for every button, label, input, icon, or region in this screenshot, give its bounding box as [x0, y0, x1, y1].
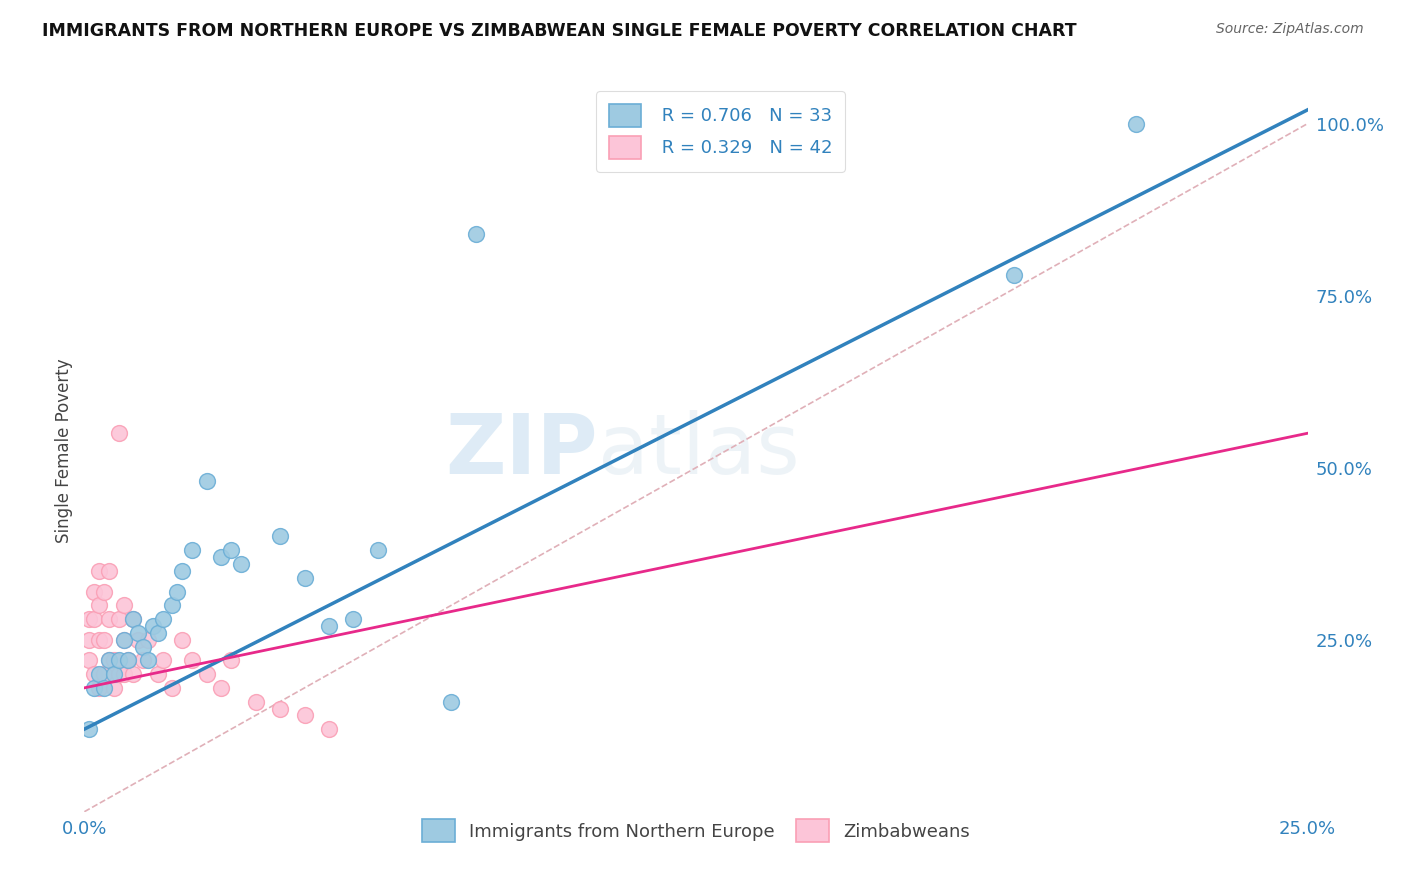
Point — [209, 550, 232, 565]
Point — [107, 667, 129, 681]
Point — [294, 708, 316, 723]
Point — [146, 667, 169, 681]
Point — [83, 612, 105, 626]
Point — [93, 667, 115, 681]
Point — [166, 584, 188, 599]
Point — [117, 653, 139, 667]
Point — [219, 543, 242, 558]
Text: IMMIGRANTS FROM NORTHERN EUROPE VS ZIMBABWEAN SINGLE FEMALE POVERTY CORRELATION : IMMIGRANTS FROM NORTHERN EUROPE VS ZIMBA… — [42, 22, 1077, 40]
Point — [103, 667, 125, 681]
Point — [318, 722, 340, 736]
Point — [1002, 268, 1025, 282]
Point — [77, 612, 100, 626]
Point — [127, 625, 149, 640]
Point — [103, 653, 125, 667]
Point — [87, 564, 110, 578]
Point — [93, 584, 115, 599]
Point — [93, 632, 115, 647]
Point — [146, 625, 169, 640]
Point — [152, 653, 174, 667]
Point — [464, 227, 486, 241]
Point — [195, 475, 218, 489]
Point — [77, 632, 100, 647]
Point — [162, 681, 184, 695]
Point — [107, 426, 129, 441]
Point — [195, 667, 218, 681]
Point — [103, 681, 125, 695]
Point — [87, 667, 110, 681]
Point — [142, 619, 165, 633]
Point — [77, 722, 100, 736]
Point — [97, 564, 120, 578]
Point — [367, 543, 389, 558]
Point — [127, 632, 149, 647]
Point — [97, 653, 120, 667]
Point — [172, 632, 194, 647]
Point — [97, 653, 120, 667]
Text: ZIP: ZIP — [446, 410, 598, 491]
Point — [318, 619, 340, 633]
Point — [83, 584, 105, 599]
Point — [132, 640, 155, 654]
Point — [112, 632, 135, 647]
Point — [294, 571, 316, 585]
Point — [219, 653, 242, 667]
Text: atlas: atlas — [598, 410, 800, 491]
Point — [77, 653, 100, 667]
Point — [136, 653, 159, 667]
Point — [162, 599, 184, 613]
Legend: Immigrants from Northern Europe, Zimbabweans: Immigrants from Northern Europe, Zimbabw… — [411, 808, 981, 854]
Point — [181, 543, 204, 558]
Y-axis label: Single Female Poverty: Single Female Poverty — [55, 359, 73, 542]
Text: Source: ZipAtlas.com: Source: ZipAtlas.com — [1216, 22, 1364, 37]
Point — [209, 681, 232, 695]
Point — [107, 653, 129, 667]
Point — [87, 632, 110, 647]
Point — [172, 564, 194, 578]
Point — [93, 681, 115, 695]
Point — [122, 612, 145, 626]
Point — [181, 653, 204, 667]
Point — [1125, 117, 1147, 131]
Point — [132, 653, 155, 667]
Point — [117, 653, 139, 667]
Point — [342, 612, 364, 626]
Point — [107, 612, 129, 626]
Point — [440, 695, 463, 709]
Point — [245, 695, 267, 709]
Point — [269, 529, 291, 543]
Point — [269, 701, 291, 715]
Point — [83, 667, 105, 681]
Point — [229, 557, 252, 571]
Point — [136, 632, 159, 647]
Point — [83, 681, 105, 695]
Point — [97, 612, 120, 626]
Point — [112, 632, 135, 647]
Point — [122, 612, 145, 626]
Point — [112, 667, 135, 681]
Point — [87, 681, 110, 695]
Point — [152, 612, 174, 626]
Point — [122, 667, 145, 681]
Point — [87, 599, 110, 613]
Point — [112, 599, 135, 613]
